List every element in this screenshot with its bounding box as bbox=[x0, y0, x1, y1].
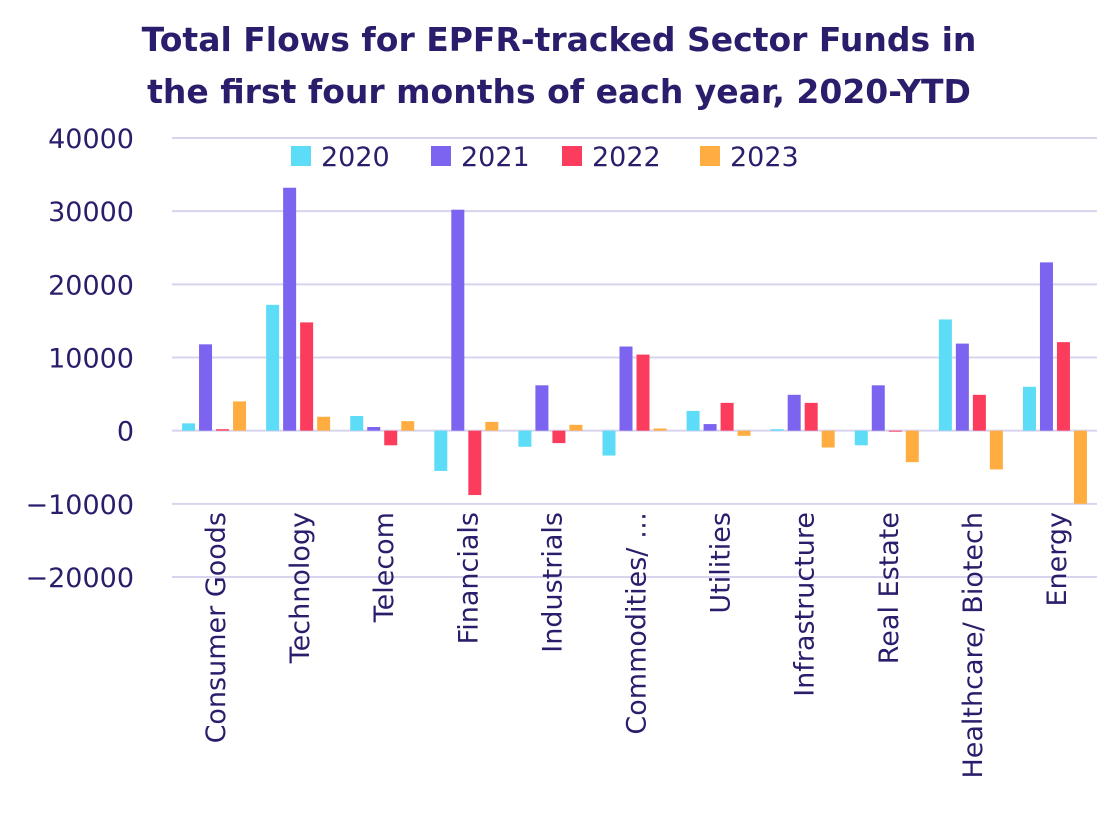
legend-swatch bbox=[562, 146, 582, 166]
bar bbox=[871, 385, 885, 431]
legend-swatch bbox=[700, 146, 720, 166]
bar bbox=[300, 322, 314, 431]
bar bbox=[434, 430, 448, 471]
bar bbox=[1073, 430, 1087, 504]
bar bbox=[787, 394, 801, 431]
y-tick-label: 10000 bbox=[48, 344, 134, 375]
x-tick-label: Financials bbox=[453, 512, 484, 644]
x-axis-labels: Consumer Goods Technology Telecom Financial… bbox=[201, 512, 1073, 779]
bar bbox=[317, 416, 331, 431]
y-axis-labels: 40000 30000 20000 10000 0 −10000 −20000 bbox=[25, 124, 134, 594]
bar bbox=[216, 429, 230, 431]
x-tick-label: Energy bbox=[1042, 512, 1073, 607]
bar bbox=[468, 430, 482, 496]
bar bbox=[1056, 342, 1070, 431]
bar bbox=[1039, 262, 1053, 431]
bar bbox=[619, 346, 633, 431]
bar-group bbox=[770, 394, 835, 448]
x-tick-label: Consumer Goods bbox=[201, 512, 232, 743]
bar bbox=[535, 385, 549, 431]
bar bbox=[350, 416, 364, 431]
x-tick-label: Telecom bbox=[369, 512, 400, 623]
bar-group bbox=[182, 344, 247, 431]
bar-group bbox=[686, 402, 751, 436]
x-tick-label: Utilities bbox=[706, 512, 737, 614]
legend-label: 2022 bbox=[592, 142, 661, 173]
legend-swatch bbox=[431, 146, 451, 166]
chart-title: Total Flows for EPFR-tracked Sector Fund… bbox=[0, 14, 1101, 118]
bar-group bbox=[938, 319, 1003, 470]
legend-label: 2020 bbox=[321, 142, 390, 173]
bar bbox=[905, 430, 919, 463]
x-tick-label: Industrials bbox=[537, 512, 568, 653]
bar bbox=[233, 401, 247, 431]
legend-label: 2021 bbox=[461, 142, 530, 173]
legend-swatch bbox=[291, 146, 311, 166]
bar bbox=[720, 402, 734, 431]
chart-title-line-2: the first four months of each year, 2020… bbox=[147, 72, 971, 111]
bar-group bbox=[350, 416, 415, 446]
bar-group bbox=[1022, 262, 1087, 504]
y-tick-label: 40000 bbox=[48, 124, 134, 155]
bar bbox=[451, 209, 465, 431]
bar-group bbox=[266, 187, 331, 431]
bar bbox=[854, 430, 868, 446]
bar bbox=[972, 394, 986, 431]
legend-label: 2023 bbox=[730, 142, 799, 173]
bar bbox=[737, 430, 751, 436]
legend: 2020 2021 2022 2023 bbox=[291, 142, 799, 173]
bar bbox=[955, 343, 969, 431]
y-tick-label: −20000 bbox=[25, 563, 134, 594]
bar-groups bbox=[182, 187, 1087, 504]
x-tick-label: Real Estate bbox=[874, 512, 905, 664]
bar bbox=[653, 428, 667, 431]
bar bbox=[636, 354, 650, 431]
bar bbox=[938, 319, 952, 431]
bar bbox=[1022, 386, 1036, 431]
bar bbox=[804, 402, 818, 431]
bar bbox=[401, 421, 415, 431]
bar bbox=[821, 430, 835, 448]
bar bbox=[569, 424, 583, 431]
y-tick-label: 20000 bbox=[48, 270, 134, 301]
bar-group bbox=[854, 385, 919, 463]
bar bbox=[182, 423, 196, 431]
y-tick-label: −10000 bbox=[25, 490, 134, 521]
x-tick-label: Infrastructure bbox=[790, 512, 821, 697]
bar-group bbox=[602, 346, 667, 456]
bar bbox=[989, 430, 1003, 470]
bar bbox=[602, 430, 616, 456]
x-tick-label: Technology bbox=[285, 512, 316, 664]
bar bbox=[686, 410, 700, 431]
bar bbox=[518, 430, 532, 447]
bar bbox=[384, 430, 398, 446]
chart-title-line-1: Total Flows for EPFR-tracked Sector Fund… bbox=[141, 20, 977, 59]
bar bbox=[266, 304, 280, 431]
bar-group bbox=[518, 385, 583, 447]
bar bbox=[485, 421, 499, 431]
x-tick-label: Commodities/ … bbox=[622, 512, 653, 735]
bar bbox=[552, 430, 566, 444]
y-tick-label: 30000 bbox=[48, 197, 134, 228]
x-tick-label: Healthcare/ Biotech bbox=[958, 512, 989, 779]
bar bbox=[888, 430, 902, 432]
y-tick-label: 0 bbox=[117, 417, 134, 448]
bar bbox=[199, 344, 213, 431]
bar bbox=[770, 429, 784, 431]
bar bbox=[283, 187, 297, 431]
bar bbox=[367, 427, 381, 431]
bar bbox=[703, 424, 717, 431]
bar-group bbox=[434, 209, 499, 496]
